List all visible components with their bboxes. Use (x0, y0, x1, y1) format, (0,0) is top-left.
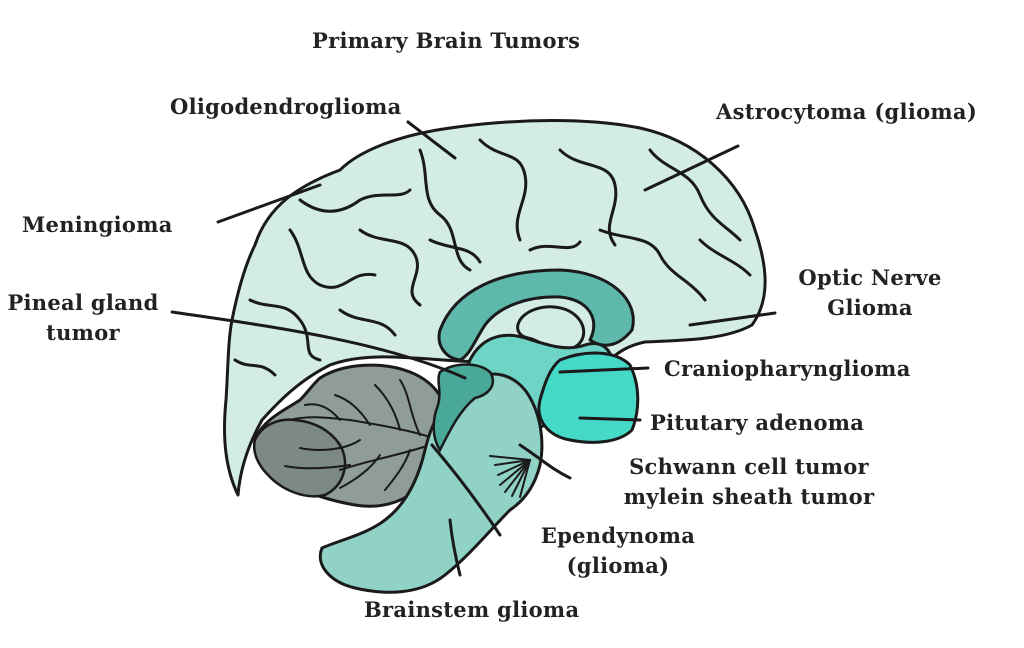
label-optic-nerve-glioma-line2: Glioma (827, 295, 913, 320)
label-pineal-gland-tumor-line2: tumor (46, 320, 120, 345)
brainstem (318, 372, 544, 594)
label-craniopharyngioma: Craniopharynglioma (664, 356, 911, 381)
label-ependymoma-line1: Ependynoma (540, 523, 696, 548)
diagram-title: Primary Brain Tumors (312, 28, 581, 53)
sulci (233, 138, 752, 377)
label-meningioma: Meningioma (22, 212, 173, 237)
corpus-callosum (437, 268, 635, 362)
label-pituitary-adenoma: Pitutary adenoma (650, 410, 865, 435)
label-optic-nerve-glioma: Optic Nerve Glioma (790, 263, 950, 323)
label-optic-nerve-glioma-line1: Optic Nerve (798, 265, 942, 290)
label-oligodendroglioma: Oligodendroglioma (170, 94, 402, 119)
label-astrocytoma: Astrocytoma (glioma) (716, 99, 978, 124)
label-ependymoma: Ependynoma (glioma) (528, 521, 708, 581)
label-brainstem-glioma: Brainstem glioma (364, 597, 580, 622)
label-pineal-gland-tumor-line1: Pineal gland (7, 290, 159, 315)
label-ependymoma-line2: (glioma) (566, 553, 670, 578)
arbor-vitae (284, 379, 441, 491)
label-schwann-line1: Schwann cell tumor (629, 454, 869, 479)
label-pineal-gland-tumor: Pineal gland tumor (0, 288, 166, 348)
pituitary-gland (537, 351, 640, 444)
label-schwann-cell-tumor: Schwann cell tumor mylein sheath tumor (608, 452, 890, 512)
label-schwann-line2: mylein sheath tumor (623, 484, 875, 509)
leader-lines (170, 120, 777, 577)
pineal-gland (432, 363, 495, 453)
nerve-fan (489, 455, 531, 498)
